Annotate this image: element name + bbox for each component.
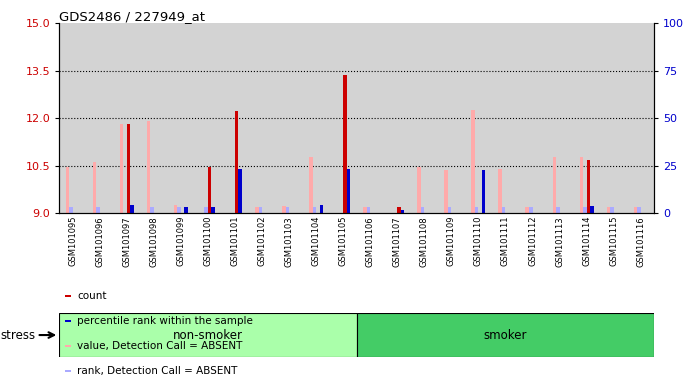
Bar — [347, 169, 350, 213]
Bar — [127, 124, 130, 213]
Bar — [194, 23, 221, 213]
Bar — [492, 23, 519, 213]
Text: value, Detection Call = ABSENT: value, Detection Call = ABSENT — [77, 341, 242, 351]
Bar — [357, 23, 383, 213]
Bar — [285, 207, 289, 213]
Text: rank, Detection Call = ABSENT: rank, Detection Call = ABSENT — [77, 366, 237, 376]
Text: non-smoker: non-smoker — [173, 329, 243, 341]
Bar — [498, 169, 502, 213]
Bar — [177, 207, 181, 213]
Bar — [208, 167, 212, 213]
Bar — [221, 23, 248, 213]
Bar — [141, 23, 167, 213]
Bar — [239, 169, 242, 213]
Bar — [212, 207, 215, 213]
Bar — [93, 162, 96, 213]
Text: count: count — [77, 291, 106, 301]
Bar — [580, 157, 583, 213]
Bar — [418, 167, 421, 213]
Bar — [282, 206, 285, 213]
Bar — [357, 313, 654, 357]
Bar — [65, 167, 69, 213]
Bar — [482, 170, 485, 213]
Bar — [150, 207, 154, 213]
Bar — [448, 207, 452, 213]
Bar — [276, 23, 303, 213]
Bar — [235, 111, 239, 213]
Bar — [583, 207, 587, 213]
Bar — [529, 207, 532, 213]
Bar — [556, 207, 560, 213]
Bar — [343, 74, 347, 213]
Bar — [258, 207, 262, 213]
Bar — [69, 207, 72, 213]
Bar — [627, 23, 654, 213]
Bar — [411, 23, 438, 213]
Bar — [65, 295, 71, 297]
Text: stress: stress — [0, 329, 35, 341]
Bar — [421, 207, 425, 213]
Bar — [587, 160, 590, 213]
Bar — [607, 207, 610, 213]
Bar — [397, 207, 401, 213]
Bar — [59, 313, 357, 357]
Bar — [502, 207, 505, 213]
Bar — [471, 110, 475, 213]
Bar — [633, 207, 638, 213]
Bar — [65, 320, 71, 322]
Bar — [444, 170, 448, 213]
Bar — [313, 207, 316, 213]
Bar — [438, 23, 465, 213]
Bar — [465, 23, 492, 213]
Bar — [638, 207, 641, 213]
Bar — [147, 121, 150, 213]
Bar — [309, 157, 313, 213]
Bar — [383, 23, 411, 213]
Bar — [96, 207, 100, 213]
Bar — [184, 207, 188, 213]
Bar — [401, 210, 404, 213]
Text: smoker: smoker — [484, 329, 528, 341]
Bar — [519, 23, 546, 213]
Text: GDS2486 / 227949_at: GDS2486 / 227949_at — [59, 10, 205, 23]
Text: percentile rank within the sample: percentile rank within the sample — [77, 316, 253, 326]
Bar — [167, 23, 194, 213]
Bar — [205, 207, 208, 213]
Bar — [600, 23, 627, 213]
Bar — [553, 157, 556, 213]
Bar — [525, 207, 529, 213]
Bar — [546, 23, 573, 213]
Bar — [59, 23, 86, 213]
Bar — [319, 205, 323, 213]
Bar — [174, 205, 177, 213]
Bar — [330, 23, 357, 213]
Bar — [610, 207, 614, 213]
Bar — [130, 205, 134, 213]
Bar — [65, 370, 71, 372]
Bar — [113, 23, 141, 213]
Bar — [590, 206, 594, 213]
Bar — [363, 207, 367, 213]
Bar — [573, 23, 600, 213]
Bar — [120, 124, 123, 213]
Bar — [475, 207, 478, 213]
Bar — [86, 23, 113, 213]
Bar — [65, 345, 71, 347]
Bar — [248, 23, 276, 213]
Bar — [255, 207, 258, 213]
Bar — [367, 207, 370, 213]
Bar — [303, 23, 330, 213]
